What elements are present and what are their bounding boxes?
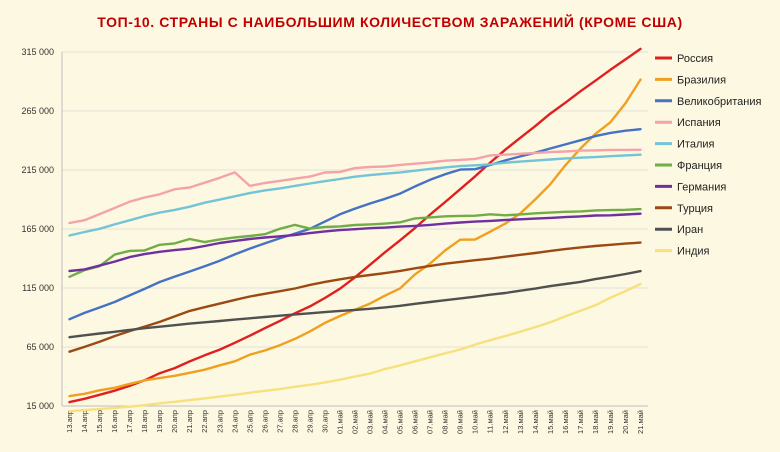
x-tick-label: 24.апр <box>230 410 239 433</box>
series-line-3 <box>68 148 642 225</box>
x-tick-label: 05.май <box>396 410 405 434</box>
legend-label: Бразилия <box>677 74 726 86</box>
legend-item[interactable]: Бразилия <box>655 74 726 86</box>
x-tick-label: 12.май <box>501 410 510 434</box>
x-tick-label: 11.май <box>486 410 495 433</box>
x-tick-label: 10.май <box>471 410 480 434</box>
x-tick-label: 17.апр <box>125 410 134 433</box>
legend-label: Турция <box>677 203 713 215</box>
x-tick-label: 29.апр <box>305 410 314 433</box>
x-tick-label: 21.апр <box>185 410 194 433</box>
x-tick-label: 15.май <box>546 410 555 434</box>
x-tick-label: 14.апр <box>80 410 89 433</box>
x-tick-label: 18.апр <box>140 410 149 433</box>
legend-label: Германия <box>677 181 726 193</box>
series-lines <box>68 47 642 413</box>
series-line-6 <box>68 212 642 273</box>
legend-item[interactable]: Италия <box>655 139 715 151</box>
x-tick-label: 19.апр <box>155 410 164 433</box>
y-tick-label: 215 000 <box>21 165 54 175</box>
x-tick-label: 06.май <box>411 410 420 434</box>
y-tick-label: 65 000 <box>26 342 54 352</box>
x-axis-ticks: 13.апр 14.апр 15.апр 16.апр 17.апр 18.апр 19.а… <box>65 410 645 434</box>
legend-item[interactable]: Великобритания <box>655 96 762 108</box>
axes <box>61 52 648 407</box>
legend-item[interactable]: Россия <box>655 53 713 65</box>
x-tick-label: 18.май <box>591 410 600 434</box>
x-tick-label: 04.май <box>381 410 390 434</box>
legend-item[interactable]: Франция <box>655 160 722 172</box>
x-tick-label: 08.май <box>441 410 450 434</box>
legend-item[interactable]: Иран <box>655 224 703 236</box>
x-tick-label: 14.май <box>531 410 540 434</box>
legend-item[interactable]: Индия <box>655 246 710 258</box>
legend-label: Россия <box>677 53 713 65</box>
y-axis-ticks: 15 000 65 000 115 000 165 000 215 000 265 000… <box>21 47 54 411</box>
legend-label: Индия <box>677 246 710 258</box>
y-tick-label: 315 000 <box>21 47 54 57</box>
series-line-4 <box>68 153 642 237</box>
legend-item[interactable]: Германия <box>655 181 726 193</box>
series-line-9 <box>68 282 642 413</box>
series-line-8 <box>68 269 642 339</box>
x-tick-label: 22.апр <box>200 410 209 433</box>
x-tick-label: 02.май <box>351 410 360 434</box>
x-tick-label: 21.май <box>636 410 645 434</box>
x-tick-label: 15.апр <box>95 410 104 433</box>
series-line-7 <box>68 241 642 353</box>
x-tick-label: 30.апр <box>320 410 329 433</box>
x-tick-label: 17.май <box>576 410 585 434</box>
series-line-5 <box>68 207 642 278</box>
x-tick-label: 26.апр <box>260 410 269 433</box>
x-tick-label: 25.апр <box>245 410 254 433</box>
legend-label: Испания <box>677 117 721 129</box>
x-tick-label: 27.апр <box>275 410 284 433</box>
series-line-1 <box>68 78 642 398</box>
legend-label: Франция <box>677 160 722 172</box>
y-tick-label: 265 000 <box>21 106 54 116</box>
legend-label: Италия <box>677 139 715 151</box>
y-tick-label: 115 000 <box>22 283 54 293</box>
x-tick-label: 16.апр <box>110 410 119 433</box>
x-tick-label: 07.май <box>426 410 435 434</box>
y-tick-label: 15 000 <box>26 401 54 411</box>
legend-label: Великобритания <box>677 96 762 108</box>
legend-label: Иран <box>677 224 703 236</box>
x-tick-label: 09.май <box>456 410 465 434</box>
chart-title: ТОП-10. СТРАНЫ С НАИБОЛЬШИМ КОЛИЧЕСТВОМ … <box>97 14 683 30</box>
legend-item[interactable]: Испания <box>655 117 721 129</box>
legend[interactable]: Россия Бразилия Великобритания Испания Итали… <box>655 53 762 258</box>
x-tick-label: 20.май <box>621 410 630 434</box>
x-tick-label: 01.май <box>335 410 344 434</box>
x-tick-label: 13.апр <box>65 410 74 433</box>
x-tick-label: 28.апр <box>290 410 299 433</box>
x-tick-label: 19.май <box>606 410 615 434</box>
x-tick-label: 13.май <box>516 410 525 434</box>
x-tick-label: 23.апр <box>215 410 224 433</box>
x-tick-label: 03.май <box>366 410 375 434</box>
y-tick-label: 165 000 <box>21 224 54 234</box>
legend-item[interactable]: Турция <box>655 203 713 215</box>
x-tick-label: 20.апр <box>170 410 179 433</box>
x-tick-label: 16.май <box>561 410 570 434</box>
series-line-2 <box>68 127 642 321</box>
